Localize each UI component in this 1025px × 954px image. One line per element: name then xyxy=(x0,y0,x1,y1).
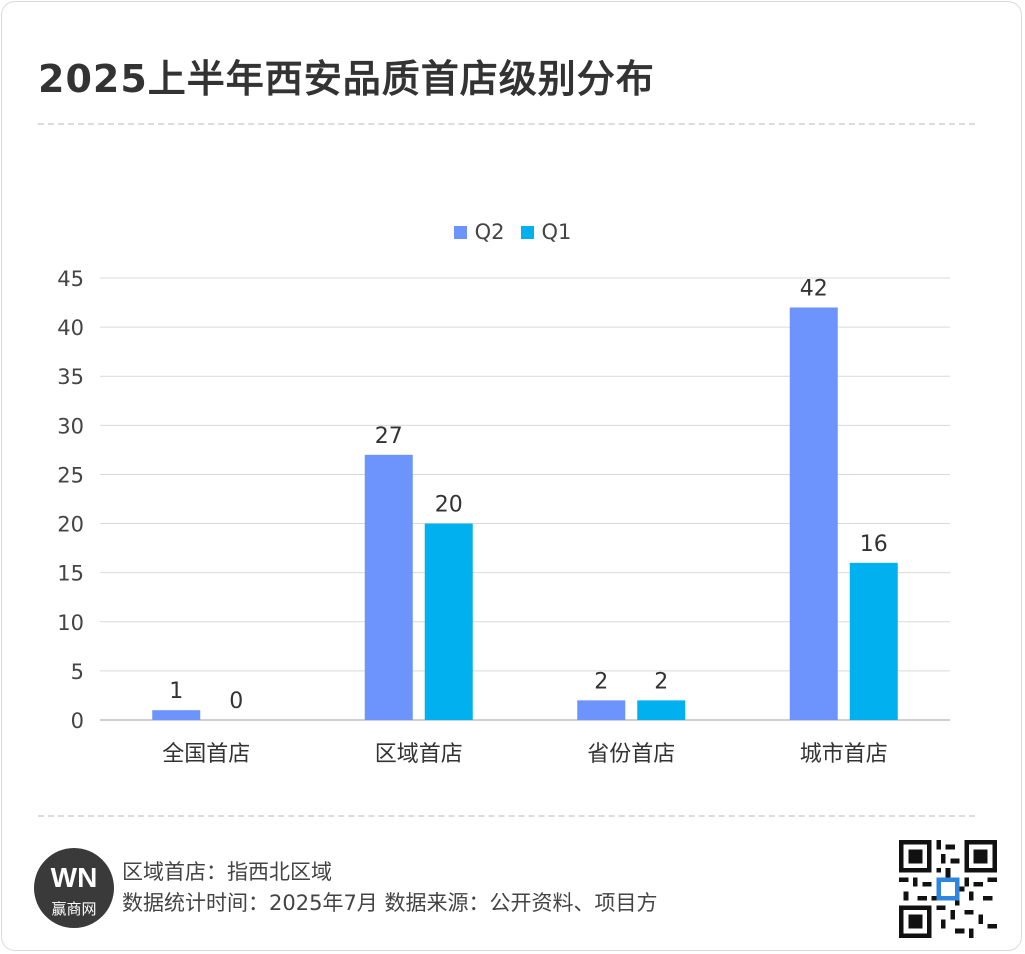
logo-text: 赢商网 xyxy=(51,900,97,918)
data-label: 42 xyxy=(800,276,828,301)
bar xyxy=(424,523,473,720)
bar xyxy=(637,700,686,720)
bar xyxy=(849,562,898,720)
logo-mark: WN xyxy=(50,862,98,893)
legend-item-q2: Q2 xyxy=(453,220,505,244)
bar xyxy=(577,700,626,720)
x-tick-label: 全国首店 xyxy=(162,742,250,767)
footer-note: 区域首店：指西北区域 xyxy=(122,860,332,884)
legend-item-q1: Q1 xyxy=(520,220,572,244)
y-tick-label: 10 xyxy=(57,611,84,635)
data-label: 27 xyxy=(375,424,403,449)
y-tick-label: 35 xyxy=(57,365,84,389)
y-tick-label: 40 xyxy=(57,316,84,340)
x-tick-label: 区域首店 xyxy=(375,742,463,767)
bar xyxy=(152,710,201,720)
legend-label-q1: Q1 xyxy=(541,220,572,244)
top-divider xyxy=(38,123,975,125)
x-tick-label: 城市首店 xyxy=(800,742,888,767)
qr-code-icon xyxy=(899,840,997,938)
y-tick-label: 0 xyxy=(71,709,84,733)
y-tick-label: 5 xyxy=(71,660,84,684)
x-tick-label: 省份首店 xyxy=(587,742,675,767)
bar xyxy=(364,454,413,720)
data-label: 2 xyxy=(594,669,608,694)
legend-swatch-q2 xyxy=(453,225,467,239)
y-tick-label: 20 xyxy=(57,513,84,537)
data-label: 0 xyxy=(229,689,243,714)
data-label: 1 xyxy=(169,679,183,704)
bottom-divider xyxy=(38,815,975,817)
chart-legend: Q2 Q1 xyxy=(0,220,1025,244)
legend-label-q2: Q2 xyxy=(474,220,505,244)
data-label: 16 xyxy=(860,532,888,557)
y-tick-label: 30 xyxy=(57,414,84,438)
yingshang-logo: WN 赢商网 xyxy=(34,848,114,928)
bar xyxy=(789,307,838,720)
data-label: 20 xyxy=(435,493,463,518)
y-tick-label: 15 xyxy=(57,562,84,586)
legend-swatch-q1 xyxy=(520,225,534,239)
data-label: 2 xyxy=(654,669,668,694)
y-tick-label: 25 xyxy=(57,463,84,487)
y-tick-label: 45 xyxy=(57,267,84,291)
page-title: 2025上半年西安品质首店级别分布 xyxy=(38,57,655,101)
footer-source: 数据统计时间：2025年7月 数据来源：公开资料、项目方 xyxy=(122,891,658,915)
